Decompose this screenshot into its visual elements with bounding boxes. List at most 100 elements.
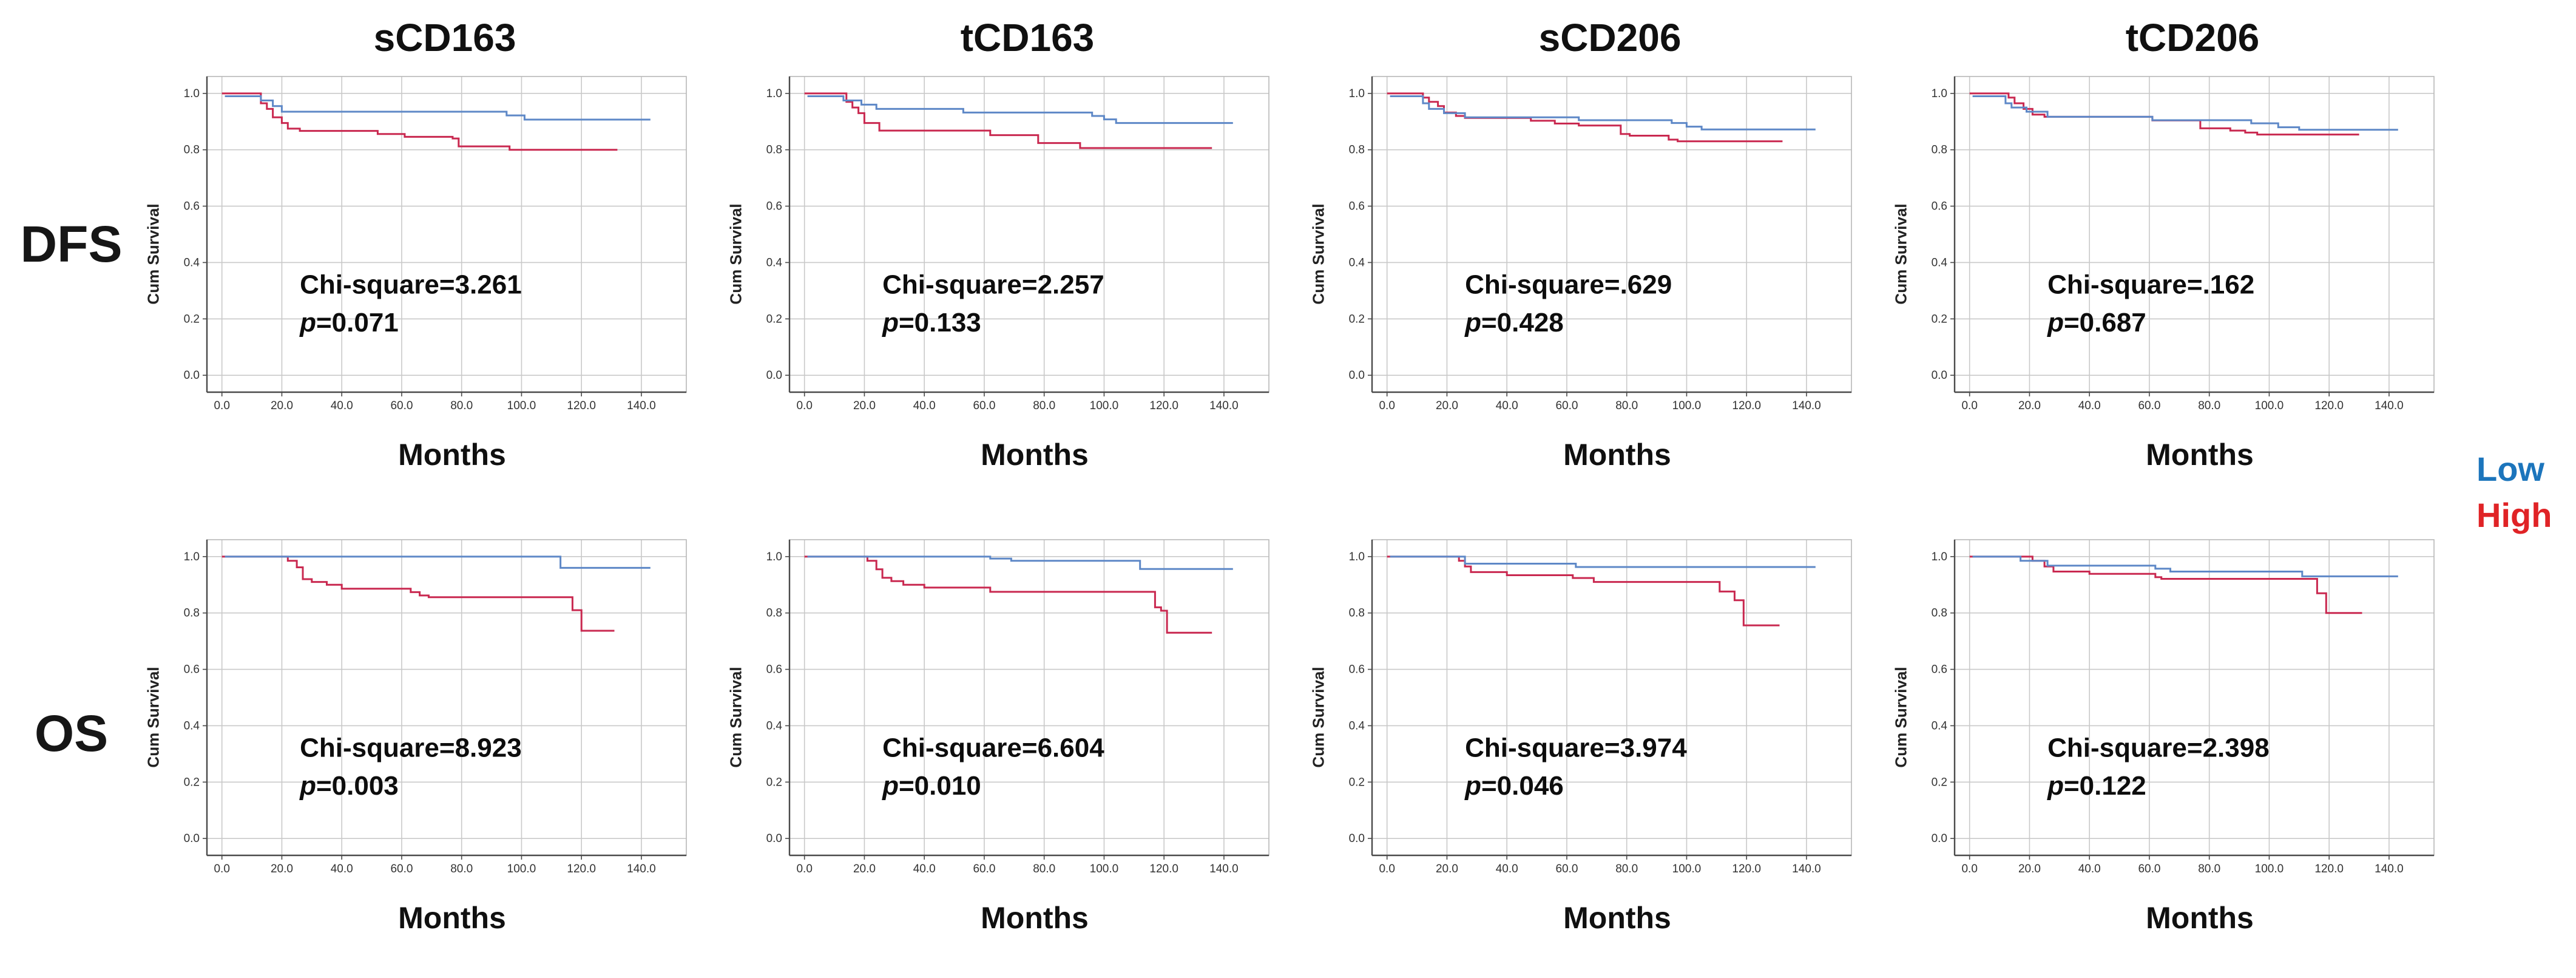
svg-text:60.0: 60.0 (973, 399, 995, 412)
svg-text:0.2: 0.2 (1349, 776, 1365, 789)
svg-text:80.0: 80.0 (2198, 863, 2220, 875)
svg-text:0.6: 0.6 (184, 664, 200, 676)
y-axis-label: Cum Survival (725, 72, 747, 436)
chi-square-annotation: Chi-square=3.261 (300, 270, 522, 300)
x-axis-label: Months (398, 438, 506, 472)
km-plot-DFS-sCD206: 0.0 20.0 40.0 60.0 80.0 100.0 120.0 140.0 0.0 0.2… (1349, 76, 1852, 412)
plot-frame (206, 76, 687, 393)
y-axis-label-text: Cum Survival (726, 666, 745, 768)
svg-text:20.0: 20.0 (1436, 863, 1458, 875)
svg-text:80.0: 80.0 (1615, 399, 1638, 412)
svg-text:0.8: 0.8 (1349, 607, 1365, 620)
y-axis-label: Cum Survival (1308, 535, 1330, 899)
svg-text:0.8: 0.8 (1932, 607, 1947, 620)
axes (203, 76, 686, 396)
y-axis-label: Cum Survival (143, 72, 164, 436)
x-axis-label: Months (981, 438, 1089, 472)
x-tick-labels: 0.0 20.0 40.0 60.0 80.0 100.0 120.0 140.0 (214, 863, 655, 875)
svg-text:140.0: 140.0 (2375, 863, 2404, 875)
svg-text:0.0: 0.0 (184, 369, 200, 382)
svg-text:0.0: 0.0 (1932, 832, 1947, 845)
panel-plot-area: Cum Survival 0.0 20.0 40.0 60.0 80.0 100.0 120.… (143, 535, 725, 899)
p-value-annotation: p=0.003 (299, 771, 399, 801)
plot-frame (1954, 76, 2435, 393)
low-curve (1390, 555, 1816, 568)
panel-spacer (1308, 492, 1890, 535)
axes (1950, 540, 2434, 860)
p-value-annotation: p=0.010 (882, 771, 981, 801)
svg-text:40.0: 40.0 (2078, 399, 2101, 412)
x-axis-label: Months (2146, 901, 2254, 935)
panel-title-sCD206: sCD206 (1538, 16, 1682, 59)
svg-text:40.0: 40.0 (2078, 863, 2101, 875)
y-axis-label: Cum Survival (143, 535, 164, 899)
panel-OS-tCD206: Cum Survival 0.0 20.0 40.0 60.0 80.0 100.0 120.… (1890, 489, 2473, 978)
svg-text:40.0: 40.0 (913, 863, 936, 875)
x-tick-labels: 0.0 20.0 40.0 60.0 80.0 100.0 120.0 140.0 (1961, 399, 2403, 412)
km-plot-DFS-sCD163: 0.0 20.0 40.0 60.0 80.0 100.0 120.0 140.0 0.0 0.2… (184, 76, 687, 412)
svg-text:0.4: 0.4 (1349, 719, 1365, 732)
chi-square-annotation: Chi-square=.629 (1465, 270, 1672, 300)
svg-text:20.0: 20.0 (2018, 399, 2041, 412)
panel-OS-sCD163: Cum Survival 0.0 20.0 40.0 60.0 80.0 100.0 120.… (143, 489, 725, 978)
svg-text:0.6: 0.6 (1349, 200, 1365, 213)
gridlines (1372, 76, 1851, 392)
svg-text:1.0: 1.0 (1349, 87, 1365, 100)
panel-title-tCD206: tCD206 (2125, 16, 2260, 59)
panel-plot-area: Cum Survival 0.0 20.0 40.0 60.0 80.0 100.0 120.… (143, 72, 725, 436)
svg-text:0.4: 0.4 (766, 719, 783, 732)
x-tick-labels: 0.0 20.0 40.0 60.0 80.0 100.0 120.0 140.0 (1961, 863, 2403, 875)
panel-spacer (143, 492, 725, 535)
y-axis-label-text: Cum Survival (144, 203, 163, 305)
y-axis-label-text: Cum Survival (144, 666, 163, 768)
panel-spacer (725, 492, 1308, 535)
svg-text:120.0: 120.0 (567, 863, 596, 875)
panel-plot-area: Cum Survival 0.0 20.0 40.0 60.0 80.0 100.0 120.… (1308, 535, 1890, 899)
svg-text:1.0: 1.0 (184, 87, 200, 100)
axes (785, 76, 1269, 396)
svg-text:140.0: 140.0 (627, 863, 656, 875)
plot-frame (1371, 76, 1852, 393)
km-plot-DFS-tCD206: 0.0 20.0 40.0 60.0 80.0 100.0 120.0 140.0 0.0 0.2… (1932, 76, 2435, 412)
x-tick-labels: 0.0 20.0 40.0 60.0 80.0 100.0 120.0 140.0 (214, 399, 655, 412)
high-curve (221, 555, 615, 632)
svg-text:0.8: 0.8 (184, 144, 200, 157)
svg-text:0.0: 0.0 (1379, 863, 1394, 875)
y-tick-labels: 0.0 0.2 0.4 0.6 0.8 1.0 (1349, 87, 1365, 382)
legend-item-high: High (2476, 496, 2552, 534)
svg-text:1.0: 1.0 (1349, 551, 1365, 563)
svg-text:60.0: 60.0 (390, 399, 413, 412)
svg-text:0.0: 0.0 (184, 832, 200, 845)
svg-text:0.4: 0.4 (184, 256, 200, 269)
svg-text:100.0: 100.0 (1672, 399, 1702, 412)
km-plot-OS-tCD163: 0.0 20.0 40.0 60.0 80.0 100.0 120.0 140.0 0.0 0.2… (766, 539, 1269, 875)
low-curve (225, 555, 651, 569)
svg-text:140.0: 140.0 (1792, 399, 1821, 412)
high-curve (804, 92, 1212, 149)
svg-text:0.6: 0.6 (1349, 664, 1365, 676)
p-value-annotation: p=0.071 (299, 308, 399, 338)
svg-text:0.0: 0.0 (1932, 369, 1947, 382)
x-axis-label: Months (1563, 438, 1671, 472)
svg-text:140.0: 140.0 (1792, 863, 1821, 875)
gridlines (789, 76, 1269, 392)
svg-text:1.0: 1.0 (184, 551, 200, 563)
km-plot-OS-sCD163: 0.0 20.0 40.0 60.0 80.0 100.0 120.0 140.0 0.0 0.2… (184, 539, 687, 875)
svg-text:1.0: 1.0 (766, 551, 782, 563)
high-curve (1969, 92, 2359, 136)
svg-text:0.2: 0.2 (766, 776, 782, 789)
legend-item-low: Low (2476, 450, 2544, 488)
y-tick-labels: 0.0 0.2 0.4 0.6 0.8 1.0 (1349, 551, 1365, 845)
panel-title-sCD163: sCD163 (373, 16, 516, 59)
p-value-annotation: p=0.046 (1464, 771, 1564, 801)
y-axis-label-text: Cum Survival (1309, 666, 1328, 768)
plot-frame (1371, 539, 1852, 856)
svg-text:0.4: 0.4 (184, 719, 200, 732)
svg-text:20.0: 20.0 (271, 863, 293, 875)
svg-text:0.6: 0.6 (1932, 200, 1947, 213)
y-tick-labels: 0.0 0.2 0.4 0.6 0.8 1.0 (1932, 87, 1948, 382)
svg-text:60.0: 60.0 (2138, 399, 2160, 412)
svg-text:0.6: 0.6 (184, 200, 200, 213)
axes (785, 540, 1269, 860)
high-curve (221, 92, 618, 151)
